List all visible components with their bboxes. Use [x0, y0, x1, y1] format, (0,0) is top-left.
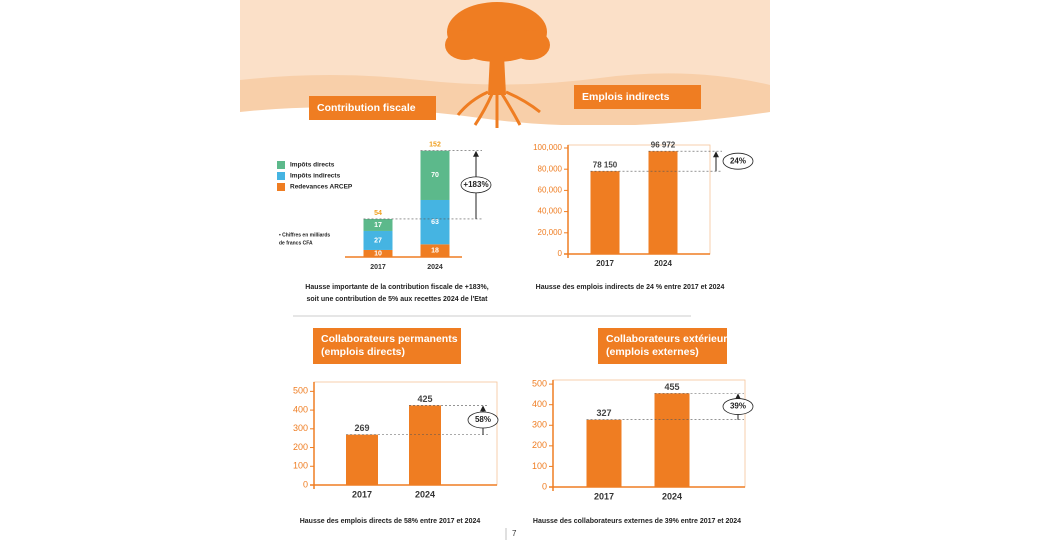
section-title: Collaborateurs permanents: [321, 333, 458, 345]
y-tick-label: 60,000: [538, 186, 563, 195]
x-tick-label: 2017: [596, 259, 614, 268]
change-badge: [722, 398, 754, 415]
y-tick-label: 100,000: [533, 143, 562, 152]
y-tick-label: 0: [542, 481, 547, 491]
section-title: Emplois indirects: [582, 91, 670, 103]
bar-segment: [363, 218, 393, 231]
legend-label: Impôts directs: [290, 162, 335, 169]
x-tick-label: 2024: [427, 264, 443, 271]
legend-label: Redevances ARCEP: [290, 184, 353, 191]
change-badge: [722, 152, 754, 170]
segment-label: 18: [431, 248, 439, 255]
y-tick-label: 400: [532, 399, 547, 409]
y-tick-label: 300: [532, 420, 547, 430]
x-tick-label: 2024: [415, 489, 435, 499]
segment-label: 17: [374, 222, 382, 229]
bar-segment: [420, 150, 450, 200]
segment-label: 70: [431, 172, 439, 179]
bar: [648, 151, 678, 254]
value-label: 269: [354, 423, 369, 433]
page-number: 7: [512, 529, 517, 538]
y-tick-label: 500: [532, 378, 547, 388]
y-tick-label: 40,000: [538, 207, 563, 216]
note: de francs CFA: [279, 240, 313, 246]
segment-label: 10: [374, 250, 382, 257]
segment-label: 27: [374, 237, 382, 244]
y-tick-label: 20,000: [538, 228, 563, 237]
section-header: [309, 96, 436, 120]
change-label: +183%: [463, 180, 488, 189]
section-header: [313, 328, 461, 364]
x-tick-label: 2017: [594, 491, 614, 501]
bar: [590, 171, 620, 254]
x-tick-label: 2024: [654, 259, 672, 268]
total-label: 54: [374, 210, 382, 217]
caption: Hausse importante de la contribution fis…: [305, 284, 488, 291]
y-tick-label: 0: [303, 479, 308, 489]
x-tick-label: 2017: [370, 264, 386, 271]
change-badge: [467, 411, 499, 429]
bar-segment: [420, 199, 450, 245]
y-tick-label: 200: [532, 440, 547, 450]
section-title: (emplois externes): [606, 346, 699, 358]
value-label: 78 150: [593, 160, 618, 169]
legend-swatch: [277, 172, 285, 180]
legend-swatch: [277, 161, 285, 169]
y-tick-label: 80,000: [538, 164, 563, 173]
arrow-head: [713, 151, 719, 158]
x-tick-label: 2024: [662, 491, 682, 501]
legend-swatch: [277, 183, 285, 191]
bar-segment: [363, 230, 393, 250]
bar: [654, 393, 690, 487]
bar-segment: [363, 249, 393, 257]
legend-label: Impôts indirects: [290, 173, 341, 180]
value-label: 327: [596, 408, 611, 418]
section-title: Collaborateurs extérieurs: [606, 333, 733, 345]
arrow-head: [480, 405, 486, 412]
section-header: [574, 85, 701, 109]
note: • Chiffres en milliards: [279, 232, 330, 238]
section-header: [598, 328, 727, 364]
y-tick-label: 400: [293, 404, 308, 414]
caption: soit une contribution de 5% aux recettes…: [307, 296, 489, 303]
section-title: (emplois directs): [321, 346, 405, 358]
bar: [409, 405, 441, 485]
bar-segment: [420, 244, 450, 257]
y-tick-label: 300: [293, 423, 308, 433]
change-badge: [460, 176, 492, 194]
change-label: 39%: [730, 402, 746, 411]
bar: [346, 434, 378, 485]
value-label: 96 972: [651, 140, 676, 149]
caption: Hausse des collaborateurs externes de 39…: [533, 518, 741, 525]
value-label: 425: [417, 394, 432, 404]
y-tick-label: 200: [293, 442, 308, 452]
y-tick-label: 100: [293, 461, 308, 471]
total-label: 152: [429, 142, 441, 149]
section-title: Contribution fiscale: [317, 102, 416, 114]
caption: Hausse des emplois indirects de 24 % ent…: [536, 284, 725, 291]
x-tick-label: 2017: [352, 489, 372, 499]
y-tick-label: 500: [293, 386, 308, 396]
arrow-head: [735, 393, 741, 400]
value-label: 455: [664, 382, 679, 392]
tree: [445, 2, 550, 128]
bar: [586, 419, 622, 487]
y-tick-label: 100: [532, 461, 547, 471]
change-label: 58%: [475, 415, 491, 424]
y-tick-label: 0: [558, 249, 563, 258]
arrow-head: [473, 150, 479, 157]
segment-label: 63: [431, 219, 439, 226]
caption: Hausse des emplois directs de 58% entre …: [300, 518, 481, 525]
change-label: 24%: [730, 156, 746, 165]
